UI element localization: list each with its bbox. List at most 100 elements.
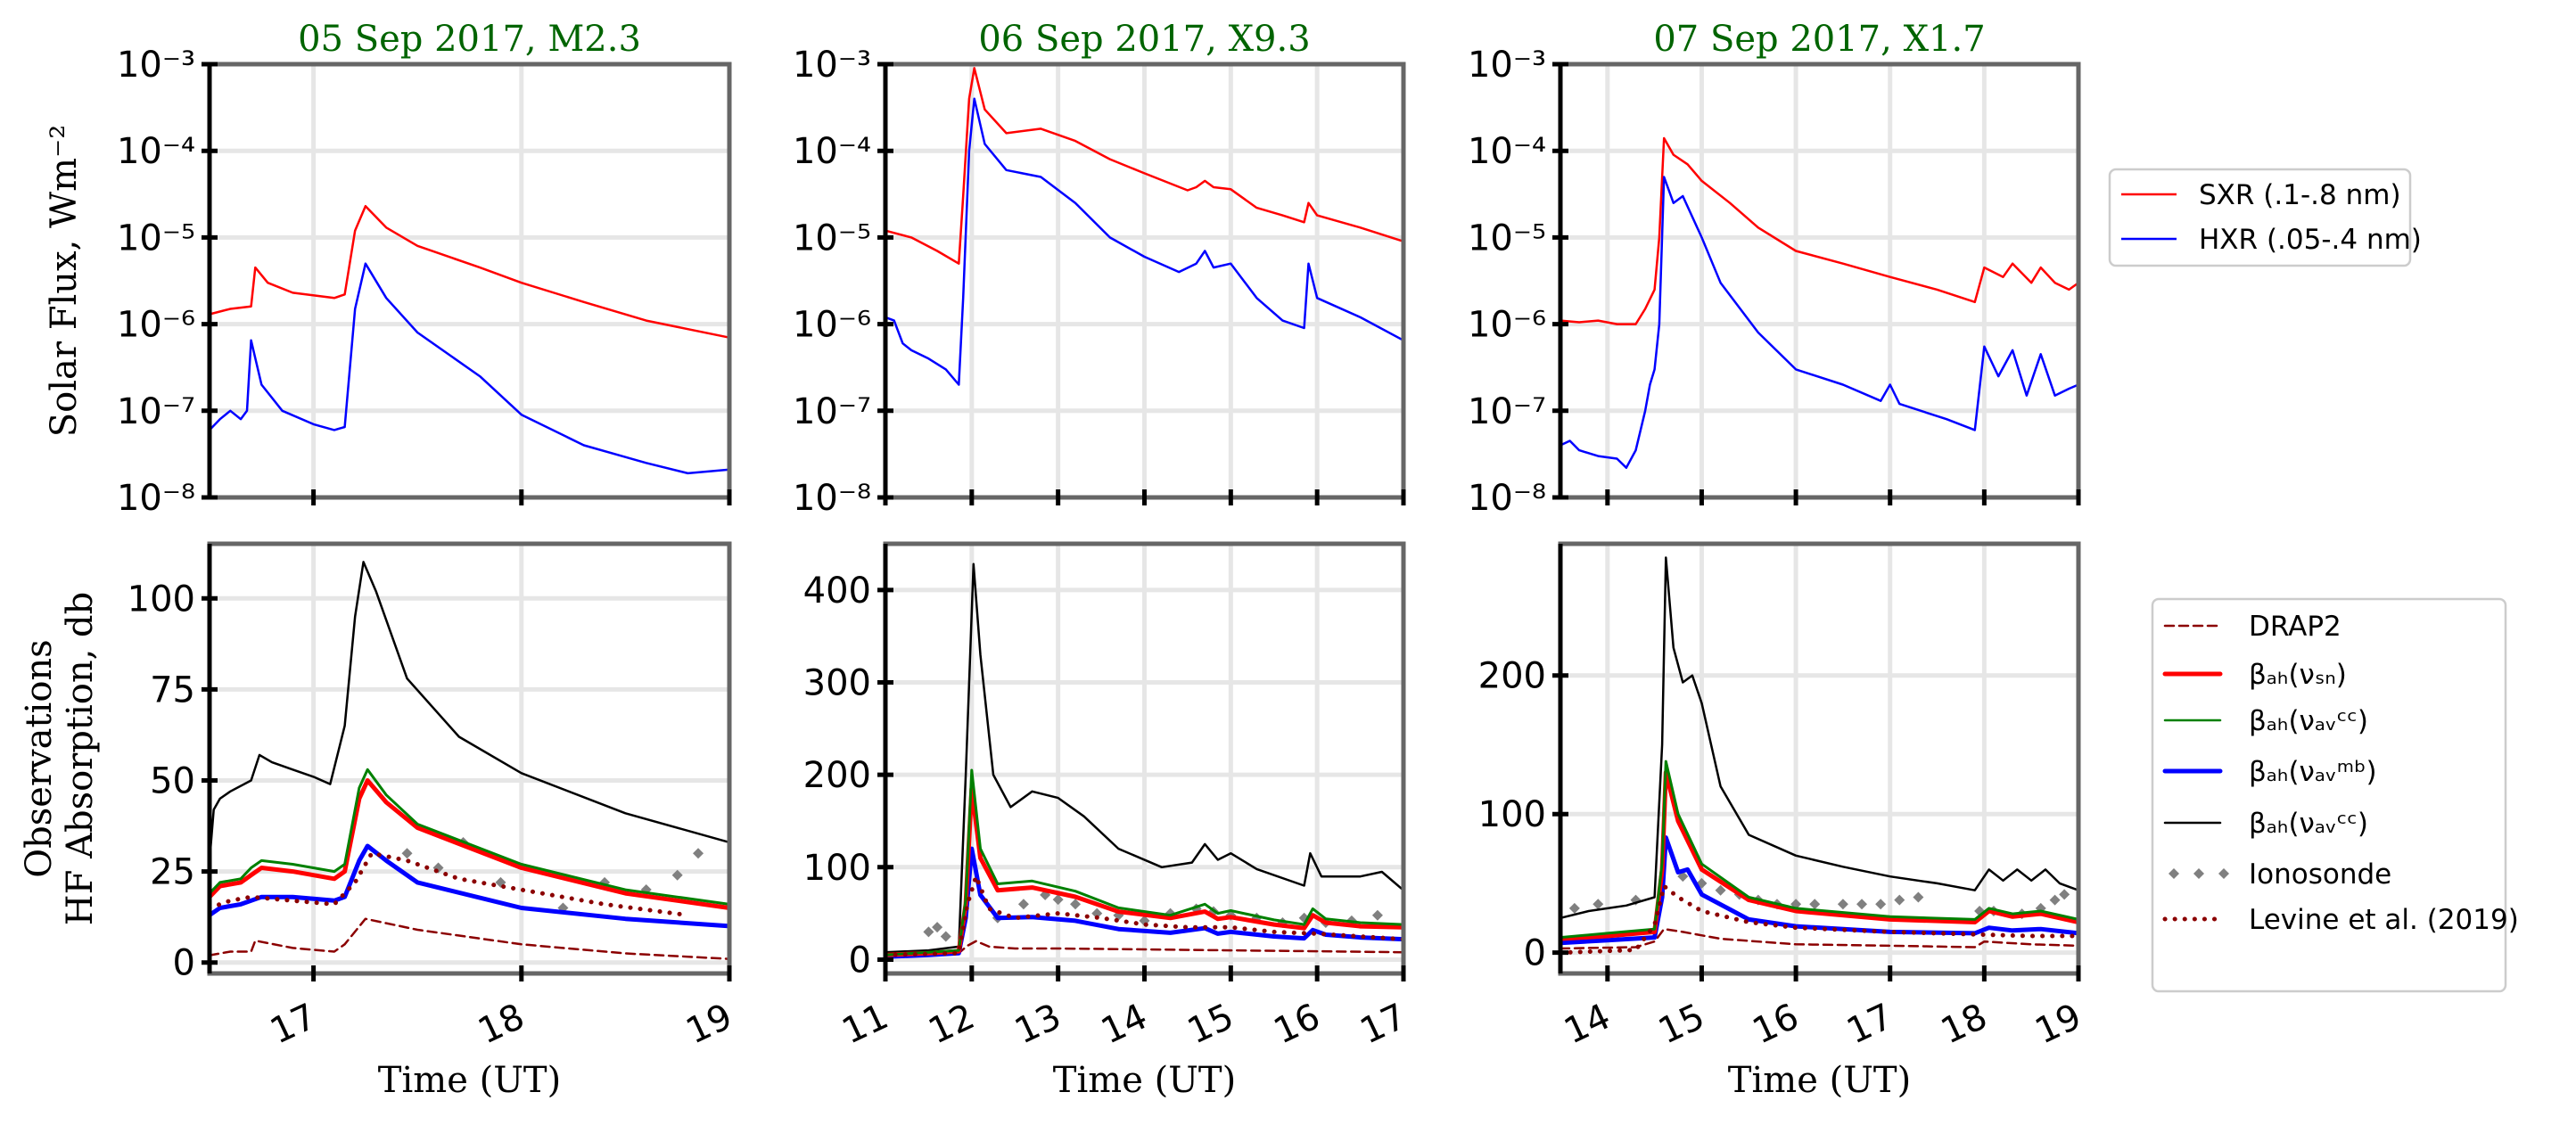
- beta_cc-series-line: [884, 768, 1405, 957]
- top-ytick-label: 10⁻³: [117, 45, 195, 86]
- sxr-series-line: [1560, 136, 2079, 325]
- top-ytick-label: 10⁻³: [793, 45, 871, 86]
- bottom-ytick-label: 0: [849, 940, 871, 981]
- top-ytick-label: 10⁻⁶: [793, 305, 871, 346]
- ionosonde-legend-marker: [2218, 868, 2229, 879]
- legend-label-2: βₐₕ(νₐᵥᶜᶜ): [2249, 705, 2368, 737]
- bottom-legend-box: [2151, 597, 2507, 993]
- top-axes-frame: [207, 62, 732, 500]
- top-ytick-label: 10⁻⁸: [1468, 478, 1546, 519]
- bottom-ytick-label: 400: [803, 571, 871, 612]
- hxr-legend-label: HXR (.05-.4 nm): [2199, 224, 2422, 256]
- bottom-xtick-label: 14: [1095, 996, 1154, 1052]
- bottom-xtick-label: 17: [1354, 996, 1413, 1052]
- ionosonde-point: [557, 902, 569, 914]
- sxr-series-line: [885, 67, 1404, 265]
- drap2-series-line: [1559, 927, 2080, 950]
- panel-title: 07 Sep 2017, X1.7: [1653, 19, 1985, 60]
- top-ytick-label: 10⁻⁷: [117, 391, 195, 432]
- bottom-xtick-label: 17: [264, 996, 323, 1052]
- bottom-xtick-label: 19: [2029, 996, 2088, 1052]
- beta_cc-series-line: [1559, 760, 2080, 940]
- ionosonde-point: [1091, 907, 1103, 919]
- top-ytick-label: 10⁻⁸: [793, 478, 871, 519]
- ionosonde-point: [1371, 909, 1383, 921]
- top-ytick-label: 10⁻⁴: [793, 131, 871, 172]
- ionosonde-point: [693, 848, 704, 859]
- ionosonde-point: [1052, 894, 1064, 906]
- beta_mb-series-line: [207, 843, 732, 929]
- panel-title: 05 Sep 2017, M2.3: [298, 19, 641, 60]
- ionosonde-point: [671, 869, 683, 881]
- legend-label-3: βₐₕ(νₐᵥᵐᵇ): [2249, 756, 2377, 788]
- ionosonde-point: [401, 848, 413, 859]
- ionosonde-point: [940, 931, 951, 942]
- top-ytick-label: 10⁻⁵: [117, 218, 195, 259]
- bottom-y-axis-label-line1: Observations: [19, 639, 60, 877]
- bottom-xtick-label: 19: [680, 996, 739, 1052]
- hxr-series-line: [1560, 176, 2079, 469]
- beta_sn-series-line: [1558, 770, 2081, 941]
- bottom-ytick-label: 0: [173, 943, 195, 984]
- ionosonde-point: [1837, 899, 1848, 910]
- bottom-xtick-label: 13: [1008, 996, 1067, 1052]
- levine-series-line: [207, 850, 690, 918]
- x-axis-label: Time (UT): [378, 1060, 561, 1101]
- hxr-series-line: [209, 262, 730, 475]
- bottom-ytick-label: 200: [1478, 656, 1546, 697]
- bottom-xtick-label: 18: [472, 996, 531, 1052]
- ionosonde-point: [2059, 889, 2070, 900]
- panel-title: 06 Sep 2017, X9.3: [978, 19, 1310, 60]
- ionosonde-point: [923, 926, 934, 938]
- ionosonde-point: [1593, 899, 1604, 910]
- bottom-xtick-label: 16: [1747, 996, 1806, 1052]
- bottom-y-axis-label-line2: HF Absorption, db: [60, 592, 101, 926]
- bottom-ytick-label: 200: [803, 755, 871, 796]
- top-ytick-label: 10⁻⁷: [793, 391, 871, 432]
- legend-label-0: DRAP2: [2249, 611, 2341, 643]
- top-ytick-label: 10⁻⁴: [1468, 131, 1546, 172]
- bottom-ytick-label: 300: [803, 662, 871, 703]
- drap2-series-line: [884, 940, 1405, 957]
- ionosonde-point: [932, 922, 943, 933]
- ionosonde-point: [1715, 884, 1726, 896]
- ionosonde-legend-marker: [2193, 868, 2204, 879]
- ionosonde-point: [1913, 891, 1924, 903]
- beta_cc2-series-line: [208, 561, 731, 862]
- legend-label-5: Ionosonde: [2249, 858, 2391, 891]
- bottom-ytick-label: 50: [150, 761, 195, 802]
- beta_cc-series-line: [208, 768, 731, 906]
- top-ytick-label: 10⁻⁸: [117, 478, 195, 519]
- top-ytick-label: 10⁻⁵: [793, 218, 871, 259]
- drap2-series-line: [208, 917, 731, 960]
- bottom-ytick-label: 0: [1524, 933, 1546, 974]
- x-axis-label: Time (UT): [1728, 1060, 1911, 1101]
- top-ytick-label: 10⁻⁴: [117, 131, 195, 172]
- levine-series-line: [883, 874, 1406, 957]
- bottom-xtick-label: 15: [1181, 996, 1240, 1052]
- top-y-axis-label: Solar Flux, Wm⁻²: [44, 125, 85, 437]
- ionosonde-point: [2049, 894, 2061, 906]
- beta_cc2-series-line: [1559, 556, 2080, 920]
- x-axis-label: Time (UT): [1053, 1060, 1236, 1101]
- top-ytick-label: 10⁻⁶: [117, 305, 195, 346]
- bottom-xtick-label: 14: [1558, 996, 1617, 1052]
- top-ytick-label: 10⁻⁷: [1468, 391, 1546, 432]
- bottom-xtick-label: 12: [922, 996, 981, 1052]
- ionosonde-point: [1856, 899, 1868, 910]
- bottom-ytick-label: 75: [150, 669, 195, 710]
- levine-series-line: [1558, 883, 2081, 956]
- beta_cc2-series-line: [884, 562, 1405, 954]
- bottom-ytick-label: 100: [803, 848, 871, 889]
- ionosonde-point: [1070, 899, 1082, 910]
- ionosonde-legend-marker: [2169, 868, 2179, 879]
- bottom-ytick-label: 100: [128, 579, 195, 620]
- hxr-series-line: [885, 97, 1404, 386]
- top-ytick-label: 10⁻³: [1468, 45, 1546, 86]
- legend-label-1: βₐₕ(νₛₙ): [2249, 659, 2347, 691]
- bottom-xtick-label: 18: [1935, 996, 1994, 1052]
- legend-label-6: Levine et al. (2019): [2249, 904, 2519, 936]
- ionosonde-point: [1894, 894, 1905, 906]
- beta_mb-series-line: [1558, 835, 2081, 946]
- bottom-xtick-label: 15: [1652, 996, 1711, 1052]
